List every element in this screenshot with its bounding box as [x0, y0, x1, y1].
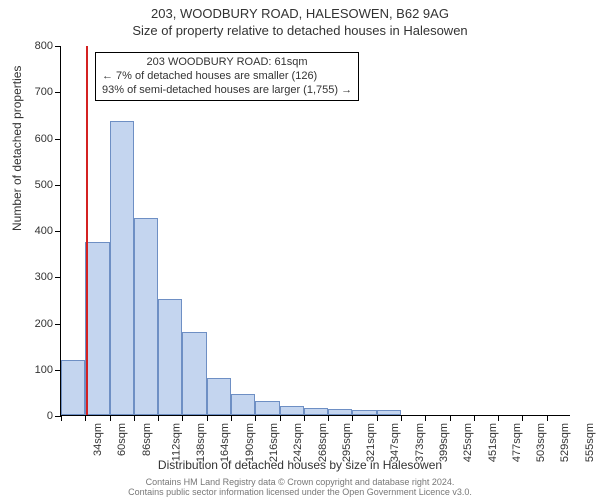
- histogram-bar: [158, 299, 182, 415]
- histogram-bar: [61, 360, 85, 416]
- x-tick: [522, 415, 523, 421]
- x-tick-label: 373sqm: [414, 423, 426, 462]
- histogram-bar: [85, 242, 109, 415]
- x-tick: [352, 415, 353, 421]
- x-tick: [255, 415, 256, 421]
- x-tick: [304, 415, 305, 421]
- histogram-bar: [110, 121, 134, 415]
- x-tick-label: 216sqm: [268, 423, 280, 462]
- y-tick: [55, 92, 61, 93]
- histogram-bar: [231, 394, 255, 415]
- x-tick-label: 164sqm: [220, 423, 232, 462]
- histogram-bar: [255, 401, 279, 415]
- page-title-line1: 203, WOODBURY ROAD, HALESOWEN, B62 9AG: [0, 0, 600, 21]
- x-tick: [207, 415, 208, 421]
- x-tick-label: 451sqm: [487, 423, 499, 462]
- x-tick-label: 295sqm: [341, 423, 353, 462]
- annotation-line1: 203 WOODBURY ROAD: 61sqm: [102, 56, 352, 70]
- x-axis-title: Distribution of detached houses by size …: [0, 458, 600, 472]
- y-tick-label: 800: [35, 40, 53, 52]
- x-tick-label: 268sqm: [317, 423, 329, 462]
- y-tick-label: 100: [35, 364, 53, 376]
- y-tick-label: 0: [47, 410, 53, 422]
- histogram-bar: [304, 408, 328, 415]
- y-tick-label: 200: [35, 318, 53, 330]
- x-tick-label: 138sqm: [195, 423, 207, 462]
- x-tick: [134, 415, 135, 421]
- x-tick: [498, 415, 499, 421]
- x-tick: [425, 415, 426, 421]
- y-tick: [55, 231, 61, 232]
- x-tick: [450, 415, 451, 421]
- x-tick: [474, 415, 475, 421]
- x-tick-label: 399sqm: [438, 423, 450, 462]
- y-tick: [55, 139, 61, 140]
- x-tick: [280, 415, 281, 421]
- x-tick-label: 529sqm: [560, 423, 572, 462]
- y-tick: [55, 277, 61, 278]
- annotation-box: 203 WOODBURY ROAD: 61sqm ← 7% of detache…: [95, 52, 359, 101]
- y-tick: [55, 46, 61, 47]
- x-tick-label: 60sqm: [116, 423, 128, 456]
- x-tick-label: 242sqm: [292, 423, 304, 462]
- y-tick-label: 700: [35, 86, 53, 98]
- x-tick-label: 321sqm: [365, 423, 377, 462]
- histogram-bar: [134, 218, 158, 415]
- y-tick-label: 300: [35, 271, 53, 283]
- y-tick-label: 400: [35, 225, 53, 237]
- x-tick: [547, 415, 548, 421]
- y-tick-label: 600: [35, 133, 53, 145]
- histogram-bar: [352, 410, 376, 415]
- x-tick-label: 190sqm: [244, 423, 256, 462]
- x-tick: [61, 415, 62, 421]
- x-tick: [110, 415, 111, 421]
- annotation-line2: ← 7% of detached houses are smaller (126…: [102, 70, 352, 84]
- x-tick: [85, 415, 86, 421]
- x-tick: [328, 415, 329, 421]
- page-title-line2: Size of property relative to detached ho…: [0, 21, 600, 38]
- x-tick-label: 477sqm: [511, 423, 523, 462]
- annotation-line3: 93% of semi-detached houses are larger (…: [102, 84, 352, 98]
- y-axis-title: Number of detached properties: [10, 66, 24, 231]
- histogram-bar: [207, 378, 231, 415]
- x-tick-label: 425sqm: [462, 423, 474, 462]
- x-tick: [401, 415, 402, 421]
- plot-area: 203 WOODBURY ROAD: 61sqm ← 7% of detache…: [60, 46, 570, 416]
- histogram-bar: [377, 410, 401, 415]
- y-tick-label: 500: [35, 179, 53, 191]
- y-tick: [55, 185, 61, 186]
- x-tick: [158, 415, 159, 421]
- x-tick-label: 503sqm: [535, 423, 547, 462]
- x-tick-label: 34sqm: [92, 423, 104, 456]
- histogram-chart: 203 WOODBURY ROAD: 61sqm ← 7% of detache…: [60, 46, 570, 416]
- x-tick-label: 112sqm: [170, 423, 182, 461]
- footer-attribution: Contains HM Land Registry data © Crown c…: [0, 478, 600, 498]
- x-tick-label: 555sqm: [584, 423, 596, 462]
- histogram-bar: [328, 409, 352, 415]
- x-tick-label: 347sqm: [390, 423, 402, 462]
- footer-line2: Contains public sector information licen…: [0, 488, 600, 498]
- marker-line: [86, 46, 88, 415]
- histogram-bar: [280, 406, 304, 415]
- x-tick: [377, 415, 378, 421]
- x-tick: [231, 415, 232, 421]
- x-tick-label: 86sqm: [141, 423, 153, 456]
- x-tick: [182, 415, 183, 421]
- histogram-bar: [182, 332, 206, 415]
- y-tick: [55, 324, 61, 325]
